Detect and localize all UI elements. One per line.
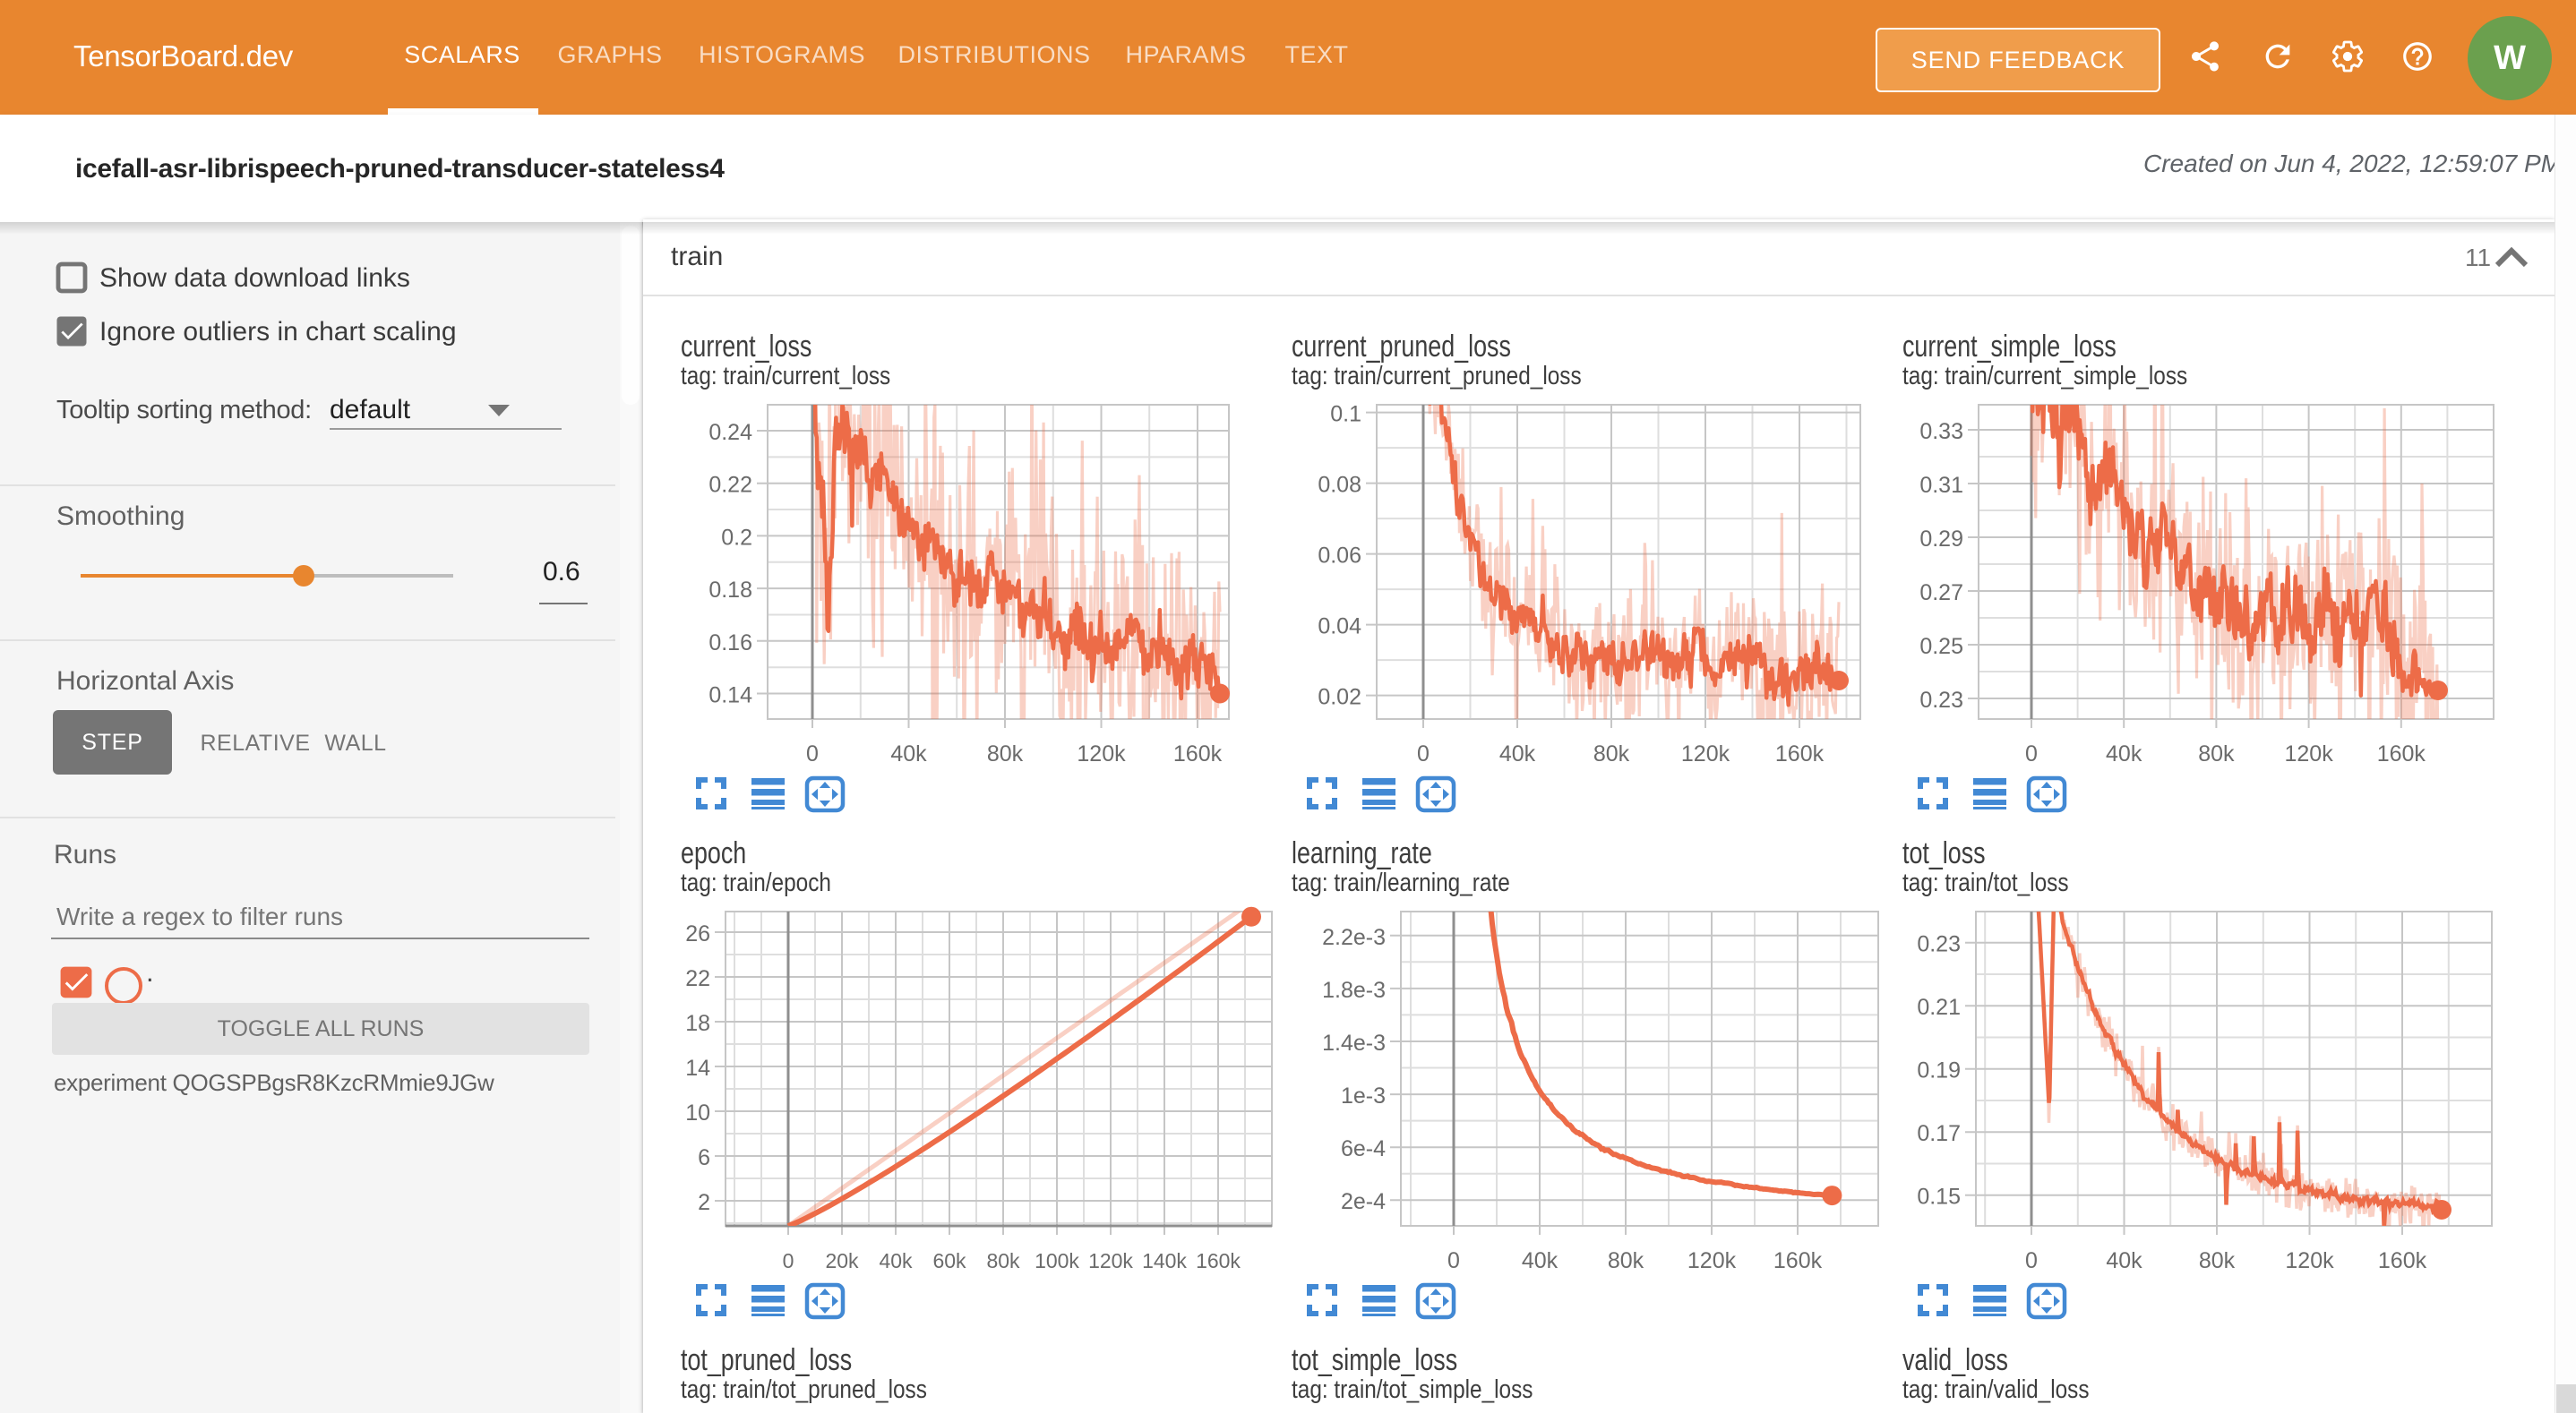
- svg-text:0.02: 0.02: [1318, 685, 1361, 710]
- svg-text:0.21: 0.21: [1917, 995, 1961, 1020]
- svg-text:40k: 40k: [879, 1249, 913, 1272]
- svg-text:0: 0: [2025, 1248, 2038, 1273]
- svg-text:14: 14: [685, 1056, 710, 1081]
- svg-text:2: 2: [698, 1190, 710, 1215]
- svg-text:1.8e-3: 1.8e-3: [1322, 978, 1386, 1003]
- svg-text:2e-4: 2e-4: [1341, 1189, 1386, 1214]
- svg-text:0.2: 0.2: [721, 525, 752, 550]
- svg-text:6e-4: 6e-4: [1341, 1136, 1386, 1161]
- svg-text:80k: 80k: [2198, 741, 2235, 766]
- svg-text:26: 26: [685, 921, 710, 946]
- svg-text:0.04: 0.04: [1318, 614, 1361, 639]
- svg-text:0.17: 0.17: [1917, 1121, 1961, 1146]
- svg-text:120k: 120k: [2285, 1248, 2334, 1273]
- svg-text:0.1: 0.1: [1330, 402, 1361, 427]
- svg-text:120k: 120k: [1681, 741, 1730, 766]
- svg-text:120k: 120k: [1687, 1248, 1737, 1273]
- svg-text:0.08: 0.08: [1318, 473, 1361, 498]
- svg-text:160k: 160k: [1173, 741, 1223, 766]
- svg-text:40k: 40k: [890, 741, 927, 766]
- svg-text:1.4e-3: 1.4e-3: [1322, 1031, 1386, 1056]
- svg-text:0.25: 0.25: [1919, 634, 1963, 659]
- svg-text:0.29: 0.29: [1919, 527, 1963, 552]
- svg-text:160k: 160k: [1196, 1249, 1241, 1272]
- svg-text:80k: 80k: [2199, 1248, 2236, 1273]
- svg-text:2.2e-3: 2.2e-3: [1322, 925, 1386, 950]
- svg-text:0.06: 0.06: [1318, 544, 1361, 569]
- svg-text:0.27: 0.27: [1919, 580, 1963, 605]
- svg-text:160k: 160k: [2377, 741, 2426, 766]
- svg-text:10: 10: [685, 1100, 710, 1126]
- svg-text:0: 0: [2025, 741, 2038, 766]
- svg-text:0.24: 0.24: [708, 420, 752, 445]
- svg-text:0.18: 0.18: [708, 578, 752, 603]
- svg-text:40k: 40k: [1499, 741, 1536, 766]
- svg-text:0.22: 0.22: [708, 473, 752, 498]
- svg-text:120k: 120k: [1088, 1249, 1133, 1272]
- svg-text:60k: 60k: [932, 1249, 966, 1272]
- svg-text:160k: 160k: [1775, 741, 1825, 766]
- svg-text:0: 0: [783, 1249, 794, 1272]
- svg-text:120k: 120k: [1077, 741, 1126, 766]
- svg-text:40k: 40k: [2106, 741, 2142, 766]
- svg-text:0.14: 0.14: [708, 683, 752, 708]
- svg-text:40k: 40k: [2106, 1248, 2142, 1273]
- svg-text:22: 22: [685, 966, 710, 991]
- svg-text:20k: 20k: [825, 1249, 859, 1272]
- svg-text:80k: 80k: [986, 1249, 1020, 1272]
- svg-text:0: 0: [1447, 1248, 1460, 1273]
- svg-text:1e-3: 1e-3: [1341, 1083, 1386, 1109]
- svg-text:0.15: 0.15: [1917, 1185, 1961, 1210]
- svg-text:0.16: 0.16: [708, 630, 752, 655]
- svg-text:18: 18: [685, 1011, 710, 1036]
- svg-text:80k: 80k: [1608, 1248, 1644, 1273]
- svg-text:160k: 160k: [1773, 1248, 1823, 1273]
- svg-text:160k: 160k: [2378, 1248, 2427, 1273]
- svg-text:0.31: 0.31: [1919, 473, 1963, 498]
- svg-text:6: 6: [698, 1145, 710, 1170]
- svg-text:0: 0: [806, 741, 819, 766]
- svg-text:40k: 40k: [1522, 1248, 1558, 1273]
- svg-text:80k: 80k: [1593, 741, 1630, 766]
- svg-text:120k: 120k: [2284, 741, 2333, 766]
- svg-text:0.33: 0.33: [1919, 419, 1963, 444]
- svg-text:80k: 80k: [987, 741, 1024, 766]
- svg-text:0.19: 0.19: [1917, 1058, 1961, 1083]
- svg-text:100k: 100k: [1035, 1249, 1079, 1272]
- svg-text:0: 0: [1417, 741, 1430, 766]
- svg-text:140k: 140k: [1142, 1249, 1187, 1272]
- svg-text:0.23: 0.23: [1919, 688, 1963, 713]
- svg-text:0.23: 0.23: [1917, 932, 1961, 957]
